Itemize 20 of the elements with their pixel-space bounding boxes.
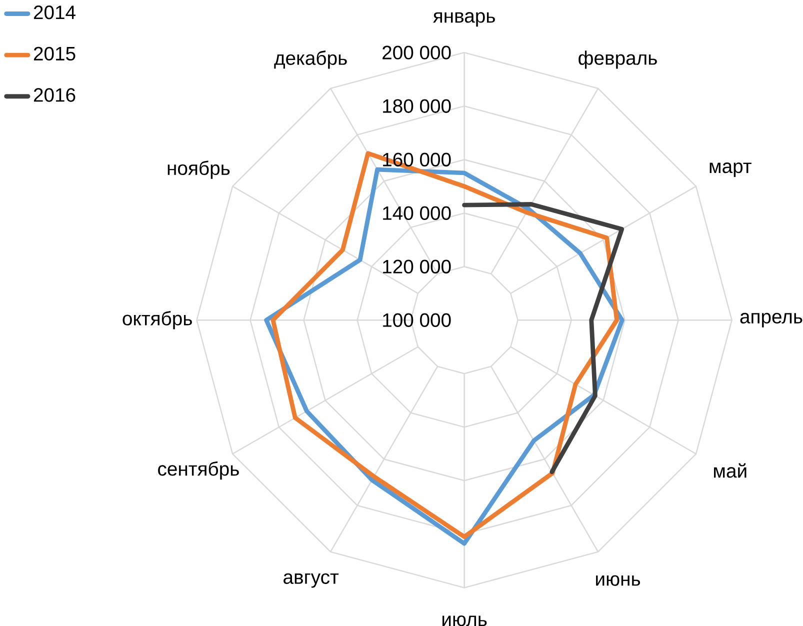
y-tick-label: 120 000 [383,260,451,274]
spoke-label: ноябрь [168,160,230,179]
spoke-label: август [284,573,339,588]
y-tick-label: 200 000 [382,46,451,60]
spoke-label: январь [433,12,495,27]
spoke-label: март [710,162,752,177]
legend-label: 2015 [34,46,76,60]
spoke-label: июль [442,615,487,626]
legend-label: 2016 [34,88,76,102]
spoke-label: октябрь [122,310,192,330]
spoke-label: июнь [596,575,640,586]
y-tick-label: 180 000 [383,99,451,113]
spoke-label: май [714,463,746,478]
y-tick-label: 140 000 [383,206,451,220]
spoke-label: апрель [740,312,802,328]
legend-label: 2014 [34,5,76,20]
spoke-label: сентябрь [158,461,239,480]
y-tick-label: 100 000 [383,313,451,327]
spoke-label: февраль [578,50,657,69]
spoke-label: декабрь [274,50,347,69]
